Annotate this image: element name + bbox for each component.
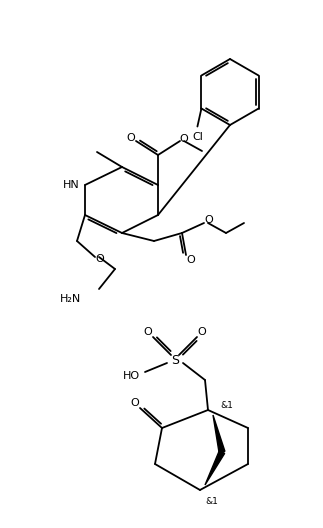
- Text: O: O: [127, 133, 135, 143]
- Text: O: O: [180, 134, 188, 144]
- Text: HN: HN: [63, 180, 80, 190]
- Text: Cl: Cl: [192, 131, 203, 142]
- Text: S: S: [171, 354, 179, 366]
- Text: HO: HO: [123, 371, 140, 381]
- Text: O: O: [144, 327, 152, 337]
- Polygon shape: [205, 450, 225, 485]
- Text: &1: &1: [205, 497, 218, 506]
- Text: O: O: [205, 215, 214, 225]
- Text: O: O: [130, 398, 140, 408]
- Text: H₂N: H₂N: [60, 294, 81, 304]
- Polygon shape: [213, 415, 225, 452]
- Text: O: O: [187, 255, 195, 265]
- Text: &1: &1: [220, 401, 233, 410]
- Text: O: O: [198, 327, 206, 337]
- Text: O: O: [96, 254, 104, 264]
